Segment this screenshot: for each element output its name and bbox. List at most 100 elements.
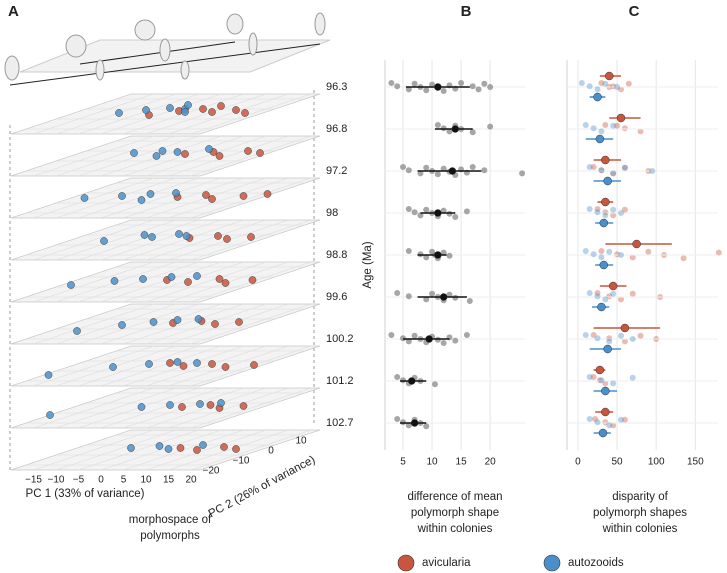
data-point <box>223 235 231 243</box>
grid-line <box>78 303 199 345</box>
raw-point <box>621 164 628 171</box>
mean-point <box>595 365 605 375</box>
data-point <box>44 371 53 379</box>
raw-point <box>596 377 603 384</box>
data-point <box>137 403 146 411</box>
layer-plane <box>10 219 321 261</box>
data-point <box>46 411 54 419</box>
mean-point <box>434 83 442 91</box>
grid-line <box>33 387 154 429</box>
raw-point <box>610 206 617 213</box>
y-tick-label: 0 <box>268 446 274 457</box>
grid-line <box>33 345 154 387</box>
grid-line <box>33 177 154 219</box>
data-point <box>199 105 207 113</box>
grid-line <box>168 93 289 135</box>
data-point <box>146 190 155 198</box>
raw-point <box>617 86 624 93</box>
raw-point <box>405 422 412 429</box>
age-label: 99.6 <box>326 291 347 303</box>
mean-point <box>632 239 641 249</box>
raw-point <box>469 164 476 170</box>
mean-point <box>601 386 610 396</box>
raw-point <box>594 290 601 296</box>
data-point <box>193 359 201 367</box>
data-point <box>172 189 180 197</box>
raw-point <box>598 167 605 174</box>
grid-line <box>190 93 312 135</box>
raw-point <box>625 80 632 87</box>
raw-point <box>594 209 601 216</box>
data-point <box>250 361 258 369</box>
raw-point <box>586 416 593 422</box>
raw-point <box>606 248 613 255</box>
data-point <box>221 363 230 371</box>
raw-point <box>394 83 401 90</box>
data-point <box>152 152 161 160</box>
mean-point <box>599 260 609 270</box>
grid-line <box>55 135 177 177</box>
raw-point <box>617 210 624 216</box>
raw-point <box>610 170 617 177</box>
layer-plane <box>10 93 321 135</box>
raw-point <box>602 209 609 216</box>
legend-label: avicularia <box>422 557 471 569</box>
raw-point <box>429 81 436 88</box>
grid-line <box>145 429 267 471</box>
grid-line <box>190 177 312 219</box>
raw-point <box>417 170 424 177</box>
y-tick-label: 10 <box>295 436 307 447</box>
raw-point <box>466 298 473 304</box>
mean-point <box>451 125 460 133</box>
grid-line <box>33 219 154 261</box>
data-point <box>115 109 123 117</box>
raw-point <box>429 290 436 297</box>
data-point <box>220 443 228 451</box>
raw-point <box>469 129 476 136</box>
y-axis-label: Age (Ma) <box>362 241 374 288</box>
grid-line <box>123 177 244 219</box>
y-tick-label: −20 <box>203 466 220 477</box>
legend-marker <box>543 554 561 572</box>
raw-point <box>411 80 418 87</box>
raw-point <box>586 206 593 212</box>
raw-point <box>617 416 624 423</box>
grid-line <box>33 93 154 135</box>
raw-point <box>617 296 624 303</box>
raw-point <box>610 212 617 219</box>
raw-point <box>594 419 601 426</box>
grid-line <box>145 219 267 261</box>
mean-point <box>616 113 626 123</box>
raw-point <box>423 87 430 94</box>
grid-line <box>100 387 222 429</box>
raw-point <box>649 168 656 174</box>
data-point <box>248 276 257 284</box>
data-point <box>145 360 153 368</box>
grid-line <box>100 429 222 471</box>
raw-point <box>645 248 652 255</box>
raw-point <box>411 209 418 216</box>
raw-point <box>598 248 605 254</box>
raw-point <box>610 170 617 177</box>
grid-line <box>78 429 199 471</box>
data-point <box>232 445 240 453</box>
layer-plane <box>10 387 321 429</box>
x-tick-label: 15 <box>456 457 468 468</box>
raw-point <box>582 122 589 128</box>
data-point <box>178 403 186 411</box>
reference-layer <box>4 12 331 470</box>
raw-point <box>405 338 412 345</box>
grid-line <box>123 303 244 345</box>
raw-point <box>388 332 395 338</box>
data-point <box>73 327 81 335</box>
raw-point <box>617 332 624 339</box>
x-tick-label: 5 <box>400 457 406 468</box>
raw-point <box>463 332 470 338</box>
age-label: 98.8 <box>326 249 347 261</box>
raw-point <box>590 125 597 132</box>
raw-point <box>423 254 430 261</box>
raw-point <box>621 125 628 132</box>
raw-point <box>606 338 613 345</box>
raw-point <box>388 80 395 86</box>
age-label: 100.2 <box>326 333 354 345</box>
